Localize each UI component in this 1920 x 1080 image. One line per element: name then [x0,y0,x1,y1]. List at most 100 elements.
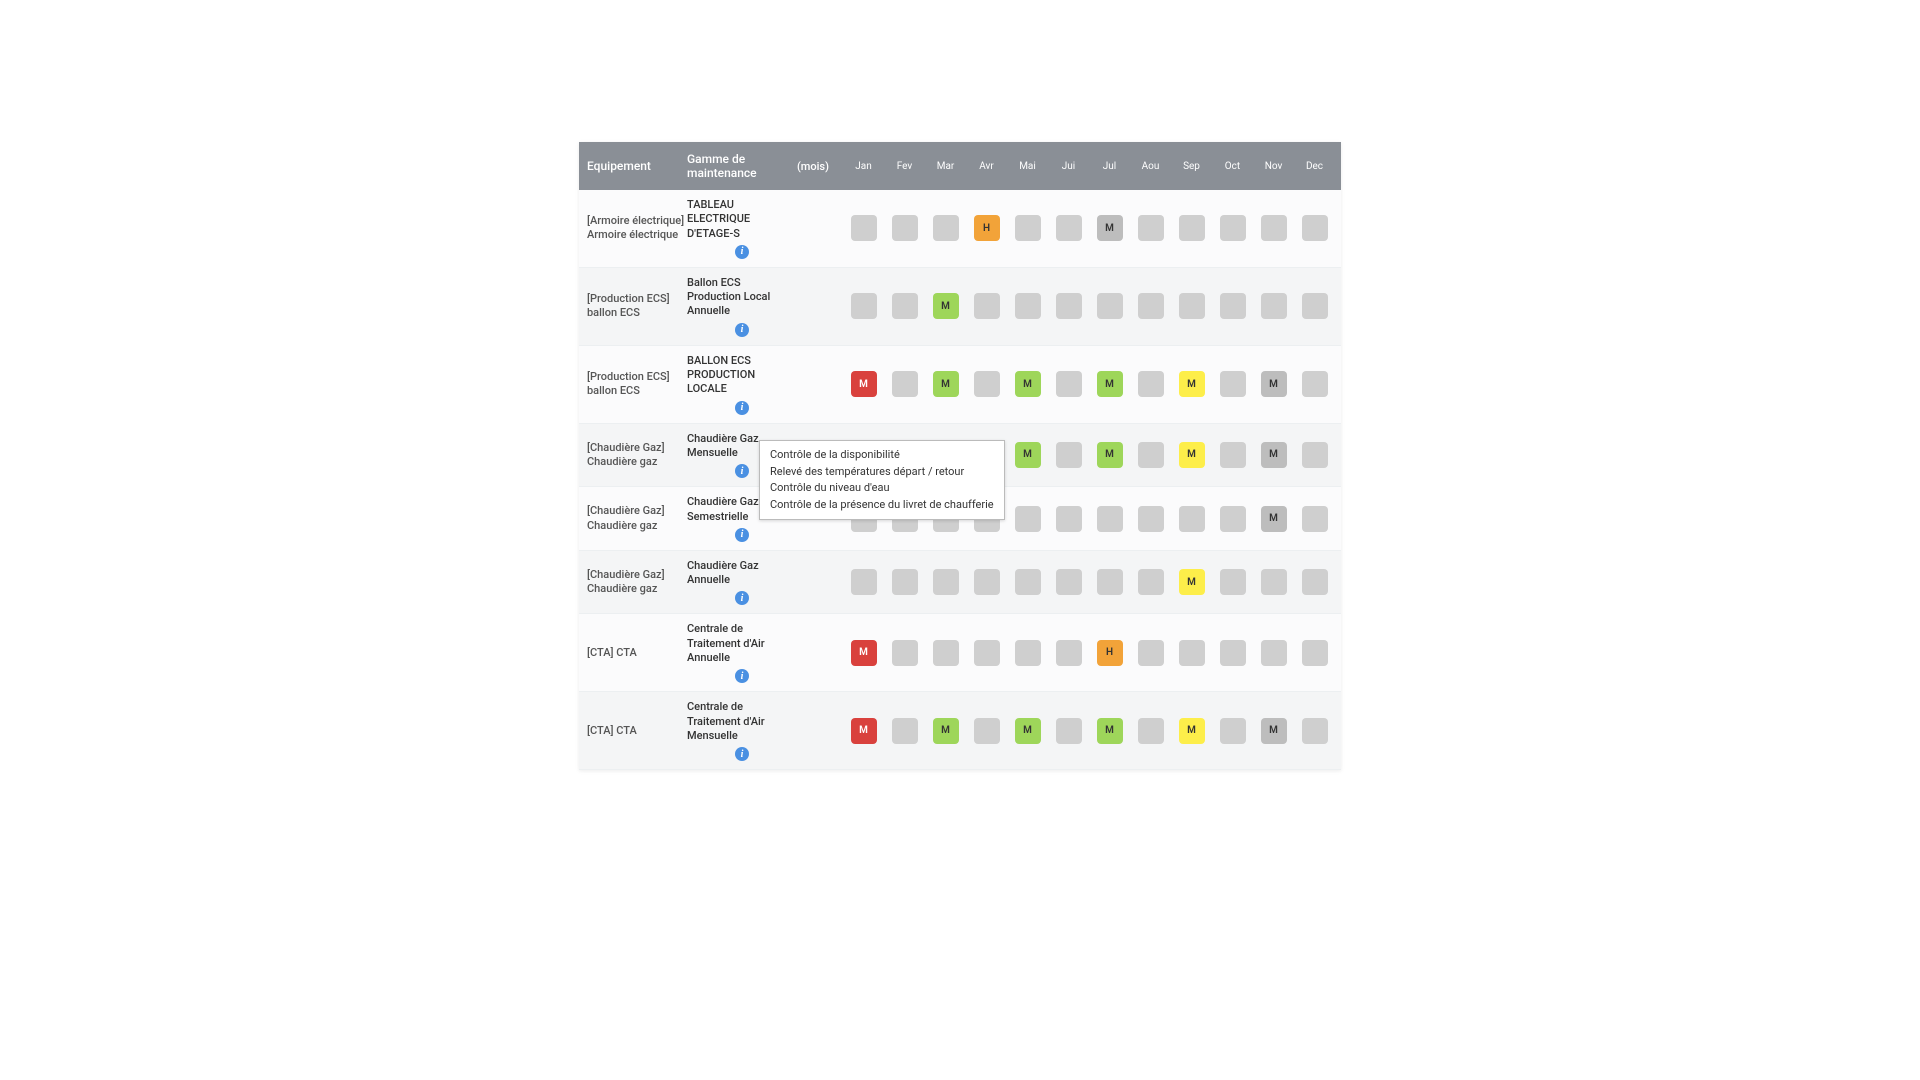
month-cell[interactable] [1007,506,1048,532]
status-chip[interactable]: M [1097,371,1123,397]
month-cell[interactable] [1089,293,1130,319]
status-chip[interactable] [933,215,959,241]
status-chip[interactable] [1056,293,1082,319]
status-chip[interactable] [892,215,918,241]
month-cell[interactable]: M [1089,442,1130,468]
status-chip[interactable]: M [1015,442,1041,468]
month-cell[interactable] [1294,293,1335,319]
month-cell[interactable] [843,293,884,319]
month-cell[interactable] [1294,371,1335,397]
month-cell[interactable] [1130,718,1171,744]
month-cell[interactable] [966,569,1007,595]
status-chip[interactable]: M [1261,371,1287,397]
status-chip[interactable] [892,293,918,319]
status-chip[interactable] [933,569,959,595]
status-chip[interactable] [1220,215,1246,241]
status-chip[interactable] [1302,293,1328,319]
status-chip[interactable] [1220,569,1246,595]
info-icon[interactable]: i [735,528,749,542]
month-cell[interactable] [1212,215,1253,241]
month-cell[interactable]: M [1171,718,1212,744]
month-cell[interactable] [1212,640,1253,666]
status-chip[interactable] [1056,640,1082,666]
month-cell[interactable] [966,293,1007,319]
status-chip[interactable]: M [1261,506,1287,532]
status-chip[interactable] [1261,569,1287,595]
status-chip[interactable] [1261,215,1287,241]
month-cell[interactable] [1048,371,1089,397]
month-cell[interactable]: H [1089,640,1130,666]
status-chip[interactable]: H [974,215,1000,241]
status-chip[interactable] [1056,215,1082,241]
month-cell[interactable]: M [1171,569,1212,595]
status-chip[interactable] [1220,506,1246,532]
month-cell[interactable] [1171,293,1212,319]
status-chip[interactable] [1302,718,1328,744]
status-chip[interactable]: M [1097,718,1123,744]
status-chip[interactable]: M [1261,442,1287,468]
status-chip[interactable] [1097,506,1123,532]
status-chip[interactable] [974,569,1000,595]
month-cell[interactable] [1089,506,1130,532]
info-icon[interactable]: i [735,669,749,683]
status-chip[interactable] [974,640,1000,666]
month-cell[interactable] [1294,569,1335,595]
status-chip[interactable]: M [933,371,959,397]
month-cell[interactable] [1048,293,1089,319]
month-cell[interactable]: M [1089,718,1130,744]
month-cell[interactable] [1171,506,1212,532]
month-cell[interactable] [1089,569,1130,595]
month-cell[interactable] [1048,640,1089,666]
status-chip[interactable]: M [1261,718,1287,744]
status-chip[interactable] [892,718,918,744]
status-chip[interactable] [1015,569,1041,595]
month-cell[interactable] [1253,569,1294,595]
status-chip[interactable]: M [1097,215,1123,241]
status-chip[interactable] [1179,215,1205,241]
status-chip[interactable] [1138,640,1164,666]
info-icon[interactable]: i [735,323,749,337]
status-chip[interactable] [1179,293,1205,319]
month-cell[interactable] [1171,640,1212,666]
status-chip[interactable] [1302,569,1328,595]
status-chip[interactable]: M [1179,371,1205,397]
month-cell[interactable] [1253,640,1294,666]
status-chip[interactable] [1220,371,1246,397]
status-chip[interactable] [974,371,1000,397]
status-chip[interactable] [1138,569,1164,595]
status-chip[interactable] [1138,718,1164,744]
month-cell[interactable] [1294,215,1335,241]
status-chip[interactable] [1138,293,1164,319]
month-cell[interactable] [1294,718,1335,744]
status-chip[interactable] [1220,293,1246,319]
status-chip[interactable] [933,640,959,666]
month-cell[interactable] [1130,215,1171,241]
status-chip[interactable] [851,215,877,241]
status-chip[interactable]: M [851,640,877,666]
info-icon[interactable]: i [735,591,749,605]
month-cell[interactable] [1130,293,1171,319]
month-cell[interactable] [884,371,925,397]
month-cell[interactable]: M [925,371,966,397]
month-cell[interactable]: M [1171,371,1212,397]
month-cell[interactable] [884,293,925,319]
status-chip[interactable] [1056,442,1082,468]
month-cell[interactable]: M [925,293,966,319]
month-cell[interactable] [1048,506,1089,532]
status-chip[interactable]: M [933,293,959,319]
month-cell[interactable] [966,718,1007,744]
status-chip[interactable]: M [1179,442,1205,468]
month-cell[interactable] [1212,371,1253,397]
month-cell[interactable] [1212,442,1253,468]
status-chip[interactable] [1056,506,1082,532]
status-chip[interactable] [1097,293,1123,319]
status-chip[interactable] [974,718,1000,744]
month-cell[interactable]: M [843,640,884,666]
status-chip[interactable]: M [1179,569,1205,595]
month-cell[interactable] [884,569,925,595]
month-cell[interactable]: M [1171,442,1212,468]
month-cell[interactable]: M [1007,371,1048,397]
status-chip[interactable] [1015,640,1041,666]
status-chip[interactable] [1302,442,1328,468]
month-cell[interactable] [1130,506,1171,532]
